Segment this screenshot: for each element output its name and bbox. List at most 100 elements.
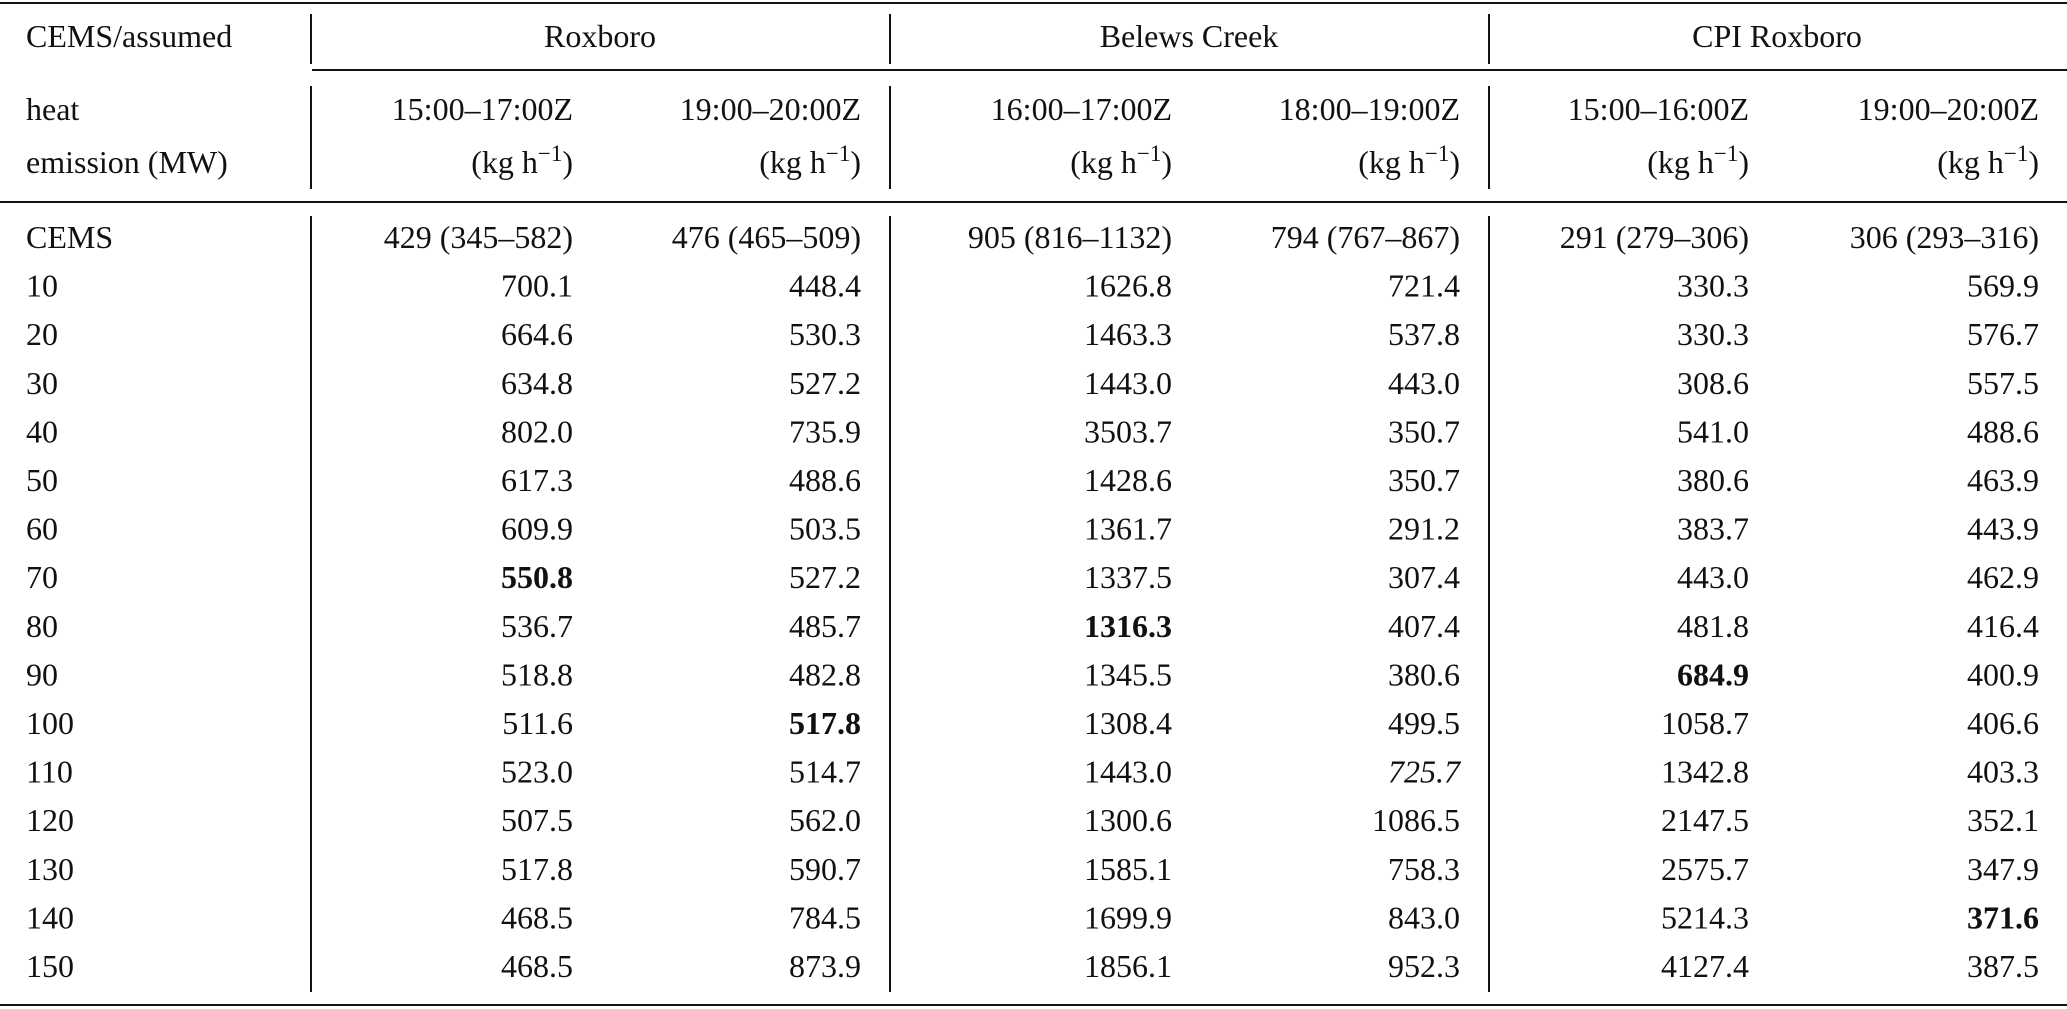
cell: 1337.5: [1084, 559, 1172, 595]
cell: 794 (767–867): [1271, 219, 1460, 255]
cell: 347.9: [1967, 851, 2039, 887]
cell: 514.7: [789, 754, 861, 790]
cell: 383.7: [1677, 511, 1749, 547]
cell: 371.6: [1967, 899, 2039, 935]
row-label: 60: [26, 511, 58, 547]
cell: 482.8: [789, 656, 861, 692]
cell: 541.0: [1677, 413, 1749, 449]
cell: 1086.5: [1372, 802, 1460, 838]
row-label: 20: [26, 316, 58, 352]
cell: 499.5: [1388, 705, 1460, 741]
cell: 291.2: [1388, 511, 1460, 547]
cell: 306 (293–316): [1850, 219, 2039, 255]
unit-part: (kg h: [1358, 144, 1425, 180]
corner-label: heat: [26, 91, 79, 127]
unit-part: ): [1449, 144, 1460, 180]
unit-sup: −1: [1714, 141, 1738, 166]
cell: 518.8: [501, 656, 573, 692]
column-header: 19:00–20:00Z: [1858, 91, 2039, 127]
unit-part: (kg h: [471, 144, 538, 180]
cell: 634.8: [501, 365, 573, 401]
row-label: 80: [26, 608, 58, 644]
cell: 380.6: [1388, 656, 1460, 692]
row-label: 50: [26, 462, 58, 498]
unit: (kg h−1): [1937, 141, 2039, 180]
column-header: 15:00–16:00Z: [1568, 91, 1749, 127]
cell: 1626.8: [1084, 268, 1172, 304]
cell: 873.9: [789, 948, 861, 984]
cell: 735.9: [789, 413, 861, 449]
row-label: 90: [26, 656, 58, 692]
cell: 1699.9: [1084, 899, 1172, 935]
unit: (kg h−1): [1358, 141, 1460, 180]
cell: 4127.4: [1661, 948, 1749, 984]
cell: 429 (345–582): [384, 219, 573, 255]
cell: 350.7: [1388, 413, 1460, 449]
cell: 1300.6: [1084, 802, 1172, 838]
cell: 485.7: [789, 608, 861, 644]
cell: 1585.1: [1084, 851, 1172, 887]
cell: 468.5: [501, 899, 573, 935]
cell: 380.6: [1677, 462, 1749, 498]
cell: 511.6: [502, 705, 573, 741]
row-label: 30: [26, 365, 58, 401]
cell: 1361.7: [1084, 511, 1172, 547]
cell: 507.5: [501, 802, 573, 838]
cell: 537.8: [1388, 316, 1460, 352]
cell: 352.1: [1967, 802, 2039, 838]
cell: 462.9: [1967, 559, 2039, 595]
row-label: 110: [26, 754, 73, 790]
group-header: Roxboro: [544, 18, 656, 54]
cell: 403.3: [1967, 754, 2039, 790]
cell: 2575.7: [1661, 851, 1749, 887]
row-label: 10: [26, 268, 58, 304]
cell: 952.3: [1388, 948, 1460, 984]
group-header: Belews Creek: [1100, 18, 1279, 54]
cell: 387.5: [1967, 948, 2039, 984]
cell: 416.4: [1967, 608, 2039, 644]
cell: 308.6: [1677, 365, 1749, 401]
cell: 443.9: [1967, 511, 2039, 547]
corner-label: CEMS/assumed: [26, 18, 232, 54]
unit-part: (kg h: [759, 144, 826, 180]
row-label: 140: [26, 899, 74, 935]
cell: 784.5: [789, 899, 861, 935]
cell: 684.9: [1677, 656, 1749, 692]
cell: 843.0: [1388, 899, 1460, 935]
cell: 1058.7: [1661, 705, 1749, 741]
cell: 517.8: [501, 851, 573, 887]
cell: 530.3: [789, 316, 861, 352]
cell: 1316.3: [1084, 608, 1172, 644]
unit-part: (kg h: [1070, 144, 1137, 180]
cell: 488.6: [1967, 413, 2039, 449]
cell: 721.4: [1388, 268, 1460, 304]
row-label: 130: [26, 851, 74, 887]
unit: (kg h−1): [759, 141, 861, 180]
vertical-rules: [310, 14, 1490, 992]
cell: 2147.5: [1661, 802, 1749, 838]
cell: 1342.8: [1661, 754, 1749, 790]
unit-part: ): [2028, 144, 2039, 180]
cell: 1443.0: [1084, 754, 1172, 790]
row-label: 40: [26, 413, 58, 449]
cell: 517.8: [789, 705, 861, 741]
cell: 562.0: [789, 802, 861, 838]
cell: 569.9: [1967, 268, 2039, 304]
cell: 725.7: [1388, 754, 1462, 790]
cell: 1308.4: [1084, 705, 1172, 741]
cell: 488.6: [789, 462, 861, 498]
cell: 350.7: [1388, 462, 1460, 498]
row-label: 70: [26, 559, 58, 595]
cell: 550.8: [501, 559, 573, 595]
cell: 700.1: [501, 268, 573, 304]
unit-sup: −1: [826, 141, 850, 166]
row-label: 150: [26, 948, 74, 984]
cell: 400.9: [1967, 656, 2039, 692]
unit-part: ): [1738, 144, 1749, 180]
unit-part: (kg h: [1937, 144, 2004, 180]
unit-part: ): [850, 144, 861, 180]
cell: 291 (279–306): [1560, 219, 1749, 255]
cell: 330.3: [1677, 268, 1749, 304]
cell: 476 (465–509): [672, 219, 861, 255]
